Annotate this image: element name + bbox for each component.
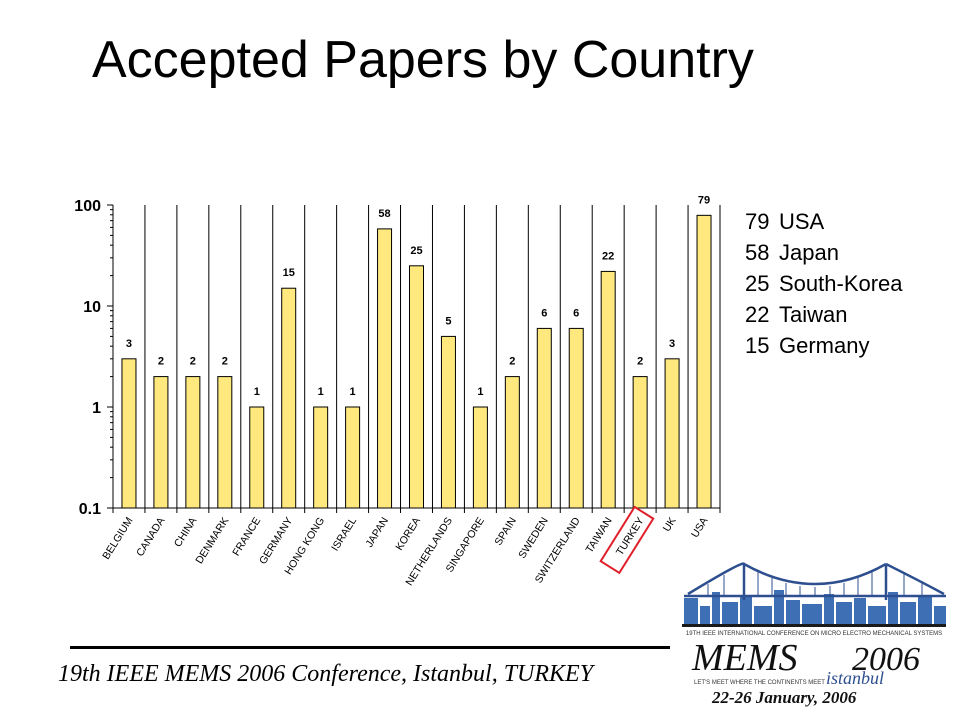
x-tick-label: CANADA [134, 515, 167, 558]
data-label: 58 [378, 208, 390, 220]
top-country-row: 22 Taiwan [745, 299, 903, 330]
highlight-box [599, 505, 655, 575]
data-label: 1 [350, 386, 356, 398]
top-country-row: 58 Japan [745, 237, 903, 268]
y-tick-label: 1 [92, 400, 101, 417]
chart-bars [121, 214, 712, 509]
bridge-cables-icon [707, 572, 923, 596]
x-tick-label: ISRAEL [329, 515, 359, 553]
data-label: 1 [254, 386, 260, 398]
bar [472, 406, 488, 509]
bar [568, 327, 584, 509]
logo-header-text: 19TH IEEE INTERNATIONAL CONFERENCE ON MI… [686, 631, 942, 637]
x-tick-label: SWEDEN [516, 515, 551, 560]
x-tick-label: DENMARK [193, 515, 231, 566]
logo-dates-text: 22-26 January, 2006 [711, 688, 857, 707]
x-tick-label: KOREA [393, 515, 423, 553]
footer-divider [70, 646, 670, 649]
bar [664, 358, 680, 509]
data-label: 6 [541, 307, 547, 319]
bar [696, 214, 712, 509]
bar [185, 376, 201, 509]
bar [121, 358, 137, 509]
istanbul-skyline-icon [684, 590, 946, 624]
top-country-value: 58 [745, 240, 770, 265]
bar [377, 228, 393, 509]
bar [217, 376, 233, 509]
data-label: 79 [698, 194, 710, 206]
data-label: 6 [573, 307, 579, 319]
data-label: 3 [669, 338, 675, 350]
top-country-row: 25 South-Korea [745, 268, 903, 299]
bar [313, 406, 329, 509]
bar [345, 406, 361, 509]
y-tick-label: 100 [74, 198, 101, 215]
x-tick-label: JAPAN [363, 515, 391, 549]
data-label: 2 [190, 356, 196, 368]
bar [409, 265, 424, 509]
x-tick-label: UK [661, 515, 679, 534]
top-country-name: Taiwan [779, 302, 848, 327]
chart-axes [107, 204, 721, 513]
top-country-name: USA [779, 209, 825, 234]
y-tick-label: 0.1 [79, 501, 101, 518]
top-country-value: 22 [745, 302, 770, 327]
bar [504, 376, 520, 509]
data-label: 2 [509, 356, 515, 368]
data-label: 15 [283, 267, 295, 279]
x-tick-label: SPAIN [492, 515, 518, 547]
data-label: 25 [410, 245, 422, 257]
x-tick-label: TAIWAN [584, 515, 615, 555]
data-label: 1 [477, 386, 483, 398]
data-label: 2 [637, 356, 643, 368]
data-label: 3 [126, 338, 132, 350]
top-country-value: 79 [745, 209, 770, 234]
data-label: 2 [158, 356, 164, 368]
top-countries-list: 79 USA 58 Japan 25 South-Korea 22 Taiwan 15 G… [745, 206, 903, 361]
bar [281, 287, 297, 509]
data-label: 22 [602, 250, 614, 262]
data-label: 1 [318, 386, 324, 398]
top-country-name: Japan [779, 240, 839, 265]
top-country-row: 15 Germany [745, 330, 903, 361]
bar [600, 270, 616, 509]
mems-2006-logo: 19TH IEEE INTERNATIONAL CONFERENCE ON MI… [682, 562, 946, 707]
top-country-value: 25 [745, 271, 770, 296]
logo-mems-text: MEMS [691, 637, 798, 679]
data-label: 5 [445, 315, 451, 327]
logo-city-text: istanbul [826, 668, 884, 688]
highlight-rect [599, 505, 655, 575]
logo-year-text: 2006 [852, 641, 920, 678]
x-tick-label: CHINA [172, 515, 199, 549]
footer-caption: 19th IEEE MEMS 2006 Conference, Istanbul… [58, 661, 594, 687]
x-tick-label: USA [689, 515, 711, 540]
top-country-name: South-Korea [779, 271, 903, 296]
bar [153, 376, 169, 509]
top-country-value: 15 [745, 333, 770, 358]
logo-tagline-text: LET'S MEET WHERE THE CONTINENTS MEET [694, 680, 825, 686]
bar [440, 335, 456, 509]
data-label: 2 [222, 356, 228, 368]
x-tick-label: BELGIUM [100, 515, 135, 561]
bar [536, 327, 552, 509]
top-country-name: Germany [779, 333, 870, 358]
y-tick-label: 10 [83, 299, 101, 316]
chart-grid [144, 205, 721, 508]
top-country-row: 79 USA [745, 206, 903, 237]
bar [249, 406, 265, 509]
slide-title: Accepted Papers by Country [92, 31, 754, 89]
bar [632, 376, 648, 509]
x-tick-label: FRANCE [230, 515, 263, 558]
